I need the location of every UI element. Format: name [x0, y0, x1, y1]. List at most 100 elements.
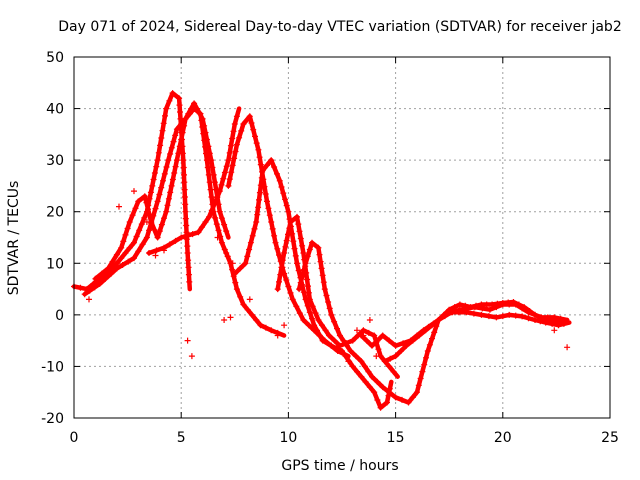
data-point [208, 194, 215, 200]
data-point [274, 332, 281, 339]
data-point [463, 309, 470, 316]
data-point [369, 342, 375, 349]
data-point [147, 189, 154, 196]
data-point [156, 228, 163, 235]
data-point [163, 105, 170, 112]
data-point [312, 310, 319, 317]
y-tick-label: 30 [46, 153, 64, 169]
data-point [155, 149, 162, 156]
data-point [479, 305, 486, 312]
data-point [407, 337, 414, 344]
data-point [374, 337, 381, 344]
data-point [86, 287, 93, 294]
data-point [188, 105, 195, 112]
data-point [201, 122, 208, 129]
data-point [268, 157, 275, 164]
data-point [189, 231, 196, 238]
data-point [203, 136, 210, 143]
data-point [259, 168, 266, 175]
data-point [86, 296, 92, 303]
data-point [153, 247, 160, 254]
data-point [271, 232, 278, 239]
data-point [221, 221, 228, 228]
data-point [159, 127, 166, 134]
data-point [179, 129, 186, 136]
data-point [176, 95, 183, 102]
data-point [184, 337, 191, 344]
data-point [525, 315, 532, 322]
data-point [182, 208, 189, 215]
data-point [248, 120, 255, 126]
data-point [283, 202, 290, 209]
data-point [215, 227, 222, 234]
data-point [519, 305, 526, 312]
data-point [321, 337, 328, 344]
data-point [178, 234, 185, 241]
data-point [386, 389, 393, 396]
data-point [129, 212, 136, 219]
data-point [136, 227, 143, 234]
data-point [555, 322, 562, 329]
data-point [296, 228, 303, 235]
data-point [208, 157, 215, 164]
data-point [295, 221, 302, 228]
data-point [326, 305, 333, 312]
data-point [281, 250, 288, 256]
data-point [306, 246, 313, 253]
data-point [232, 148, 239, 155]
data-point [363, 337, 370, 344]
data-point [126, 244, 133, 251]
data-point [525, 309, 532, 316]
data-point [198, 224, 205, 231]
data-point [560, 320, 567, 327]
data-point [124, 225, 131, 232]
data-point [196, 110, 203, 117]
data-point [379, 332, 386, 339]
data-point [321, 286, 328, 293]
data-point [98, 270, 105, 277]
data-point [299, 273, 306, 280]
data-point [304, 276, 311, 283]
data-point [358, 373, 365, 380]
data-point [182, 201, 189, 208]
data-point [163, 208, 170, 215]
data-point [223, 228, 230, 235]
data-point [257, 322, 264, 329]
data-point [161, 215, 167, 222]
data-point [227, 314, 234, 321]
data-point [295, 267, 302, 274]
data-point [285, 208, 292, 215]
data-point [269, 225, 276, 232]
data-point [151, 170, 158, 176]
data-point [247, 239, 254, 246]
data-point [255, 146, 262, 153]
data-point [387, 355, 394, 362]
data-point [276, 278, 282, 285]
data-point [279, 257, 286, 264]
data-point [113, 265, 120, 272]
data-point [143, 219, 150, 225]
data-point [108, 270, 115, 277]
data-point [305, 289, 312, 296]
data-point [218, 181, 225, 188]
data-point [246, 296, 253, 303]
data-point [486, 306, 493, 313]
data-point [161, 170, 168, 177]
data-point [226, 149, 233, 156]
data-point [506, 311, 513, 318]
data-point [285, 231, 291, 238]
data-point [420, 327, 427, 334]
data-point [230, 128, 237, 135]
data-point [451, 304, 458, 311]
data-point [181, 122, 188, 129]
data-point [276, 252, 282, 258]
data-point [300, 250, 307, 256]
data-point [272, 239, 279, 246]
data-point [218, 215, 225, 222]
data-point [161, 247, 167, 254]
x-tick-label: 10 [279, 430, 297, 446]
data-point [214, 234, 221, 241]
data-point [426, 341, 433, 348]
x-axis-label: GPS time / hours [281, 458, 398, 474]
